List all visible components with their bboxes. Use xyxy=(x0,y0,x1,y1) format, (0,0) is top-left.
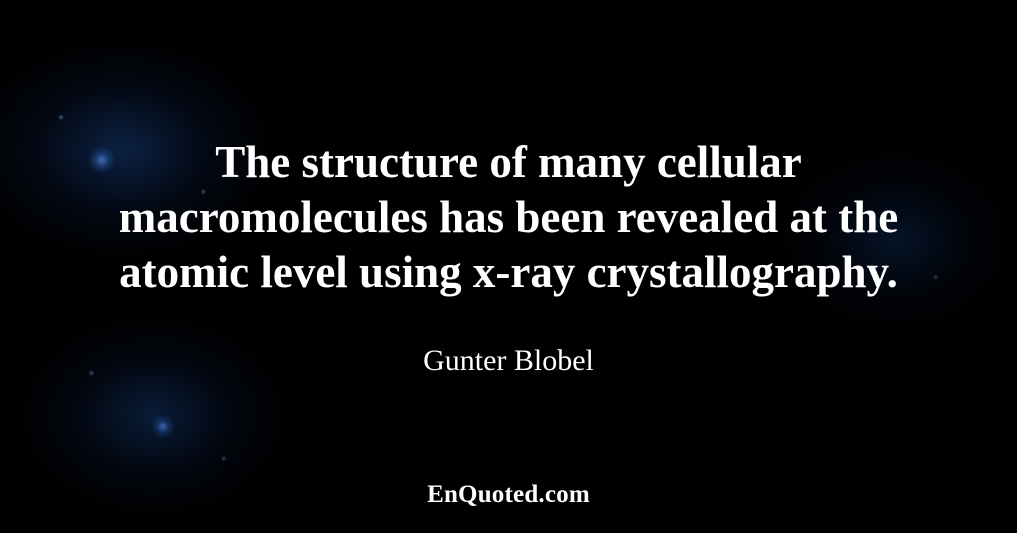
quote-text: The structure of many cellular macromole… xyxy=(70,135,947,300)
quote-card: The structure of many cellular macromole… xyxy=(0,0,1017,533)
quote-author: Gunter Blobel xyxy=(423,344,594,378)
